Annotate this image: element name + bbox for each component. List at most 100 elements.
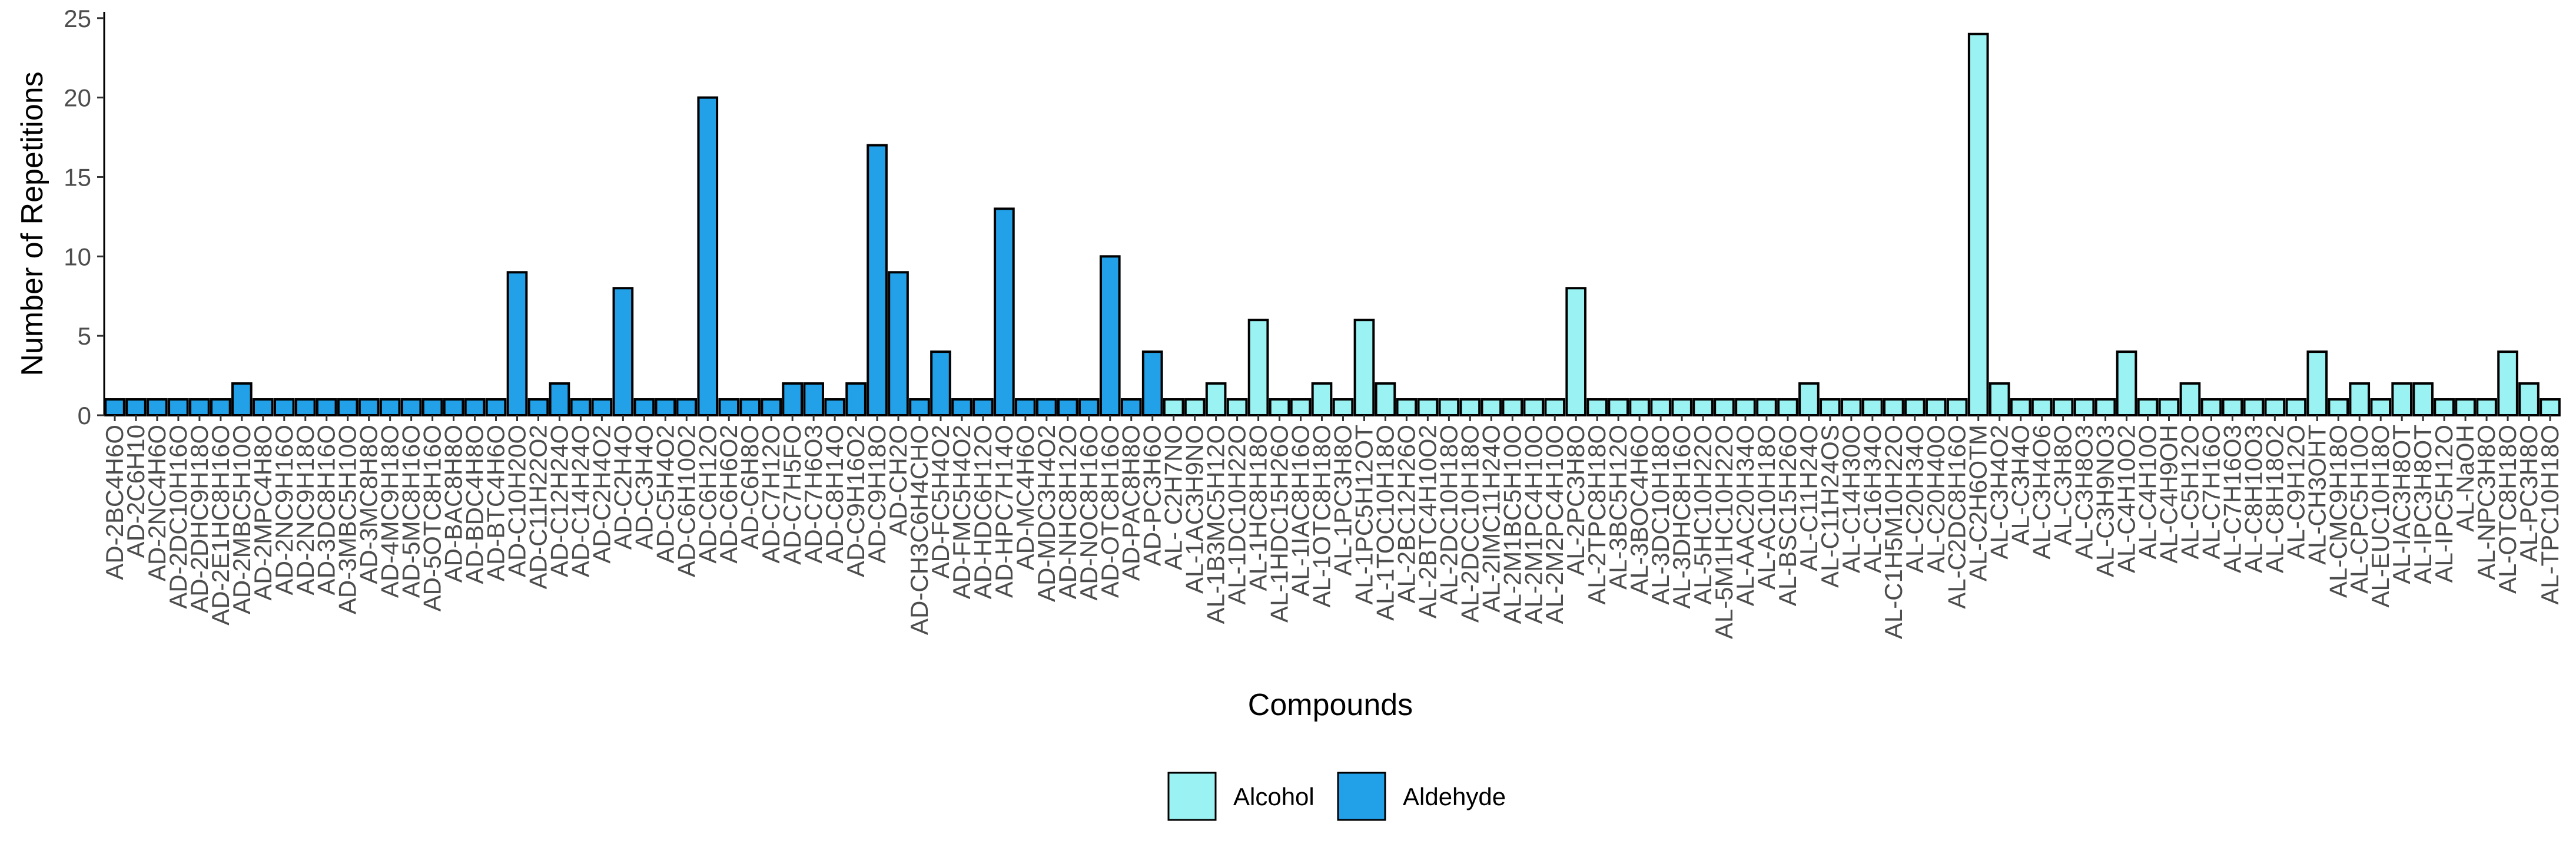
bar-ad-bdc4h8o — [464, 398, 486, 416]
bar-ad-c3h4o — [633, 398, 655, 416]
x-tick-label: AL-C3H9NO3 — [2092, 425, 2119, 577]
x-tick-label: AL-C1H5M10H22O — [1880, 425, 1907, 639]
x-tick-label: AL-C2DC8H16O — [1943, 425, 1971, 609]
x-tick-label: AD-4MC9H18O — [376, 425, 404, 598]
bar-ad-2c6h10 — [125, 398, 147, 416]
bar-al-c16h34o — [1862, 398, 1883, 416]
bar-al-1hdc15h26o — [1269, 398, 1290, 416]
x-tick-label: AL-1DC10H22O — [1223, 425, 1251, 605]
legend-swatch-alcohol — [1167, 772, 1217, 821]
bar-ad-3mc8h8o — [358, 398, 380, 416]
x-tick-label: AD-2NC9H16O — [270, 425, 298, 595]
x-tick-label: AD-MC4H6O — [1011, 425, 1039, 570]
bar-al-pc3h8o — [2518, 382, 2540, 416]
bar-al-c3h8o3 — [2073, 398, 2095, 416]
bar-al-bsc15h26o — [1777, 398, 1798, 416]
x-tick-label: AL-C3H4O6 — [2028, 425, 2056, 560]
legend: Alcohol Aldehyde — [1167, 772, 1506, 821]
x-tick-label: AD-C8H14O — [821, 425, 848, 564]
x-tick-label: AD-HPC7H14O — [990, 425, 1018, 598]
bar-ad-c9h18o — [867, 144, 888, 416]
bar-al-c3h4o2 — [1989, 382, 2010, 416]
x-tick-label: AD-2DC10H16O — [164, 425, 192, 609]
x-tick-label: AD-C2H4O — [609, 425, 636, 550]
x-tick-label: AL-C3H8O3 — [2070, 425, 2098, 560]
x-tick-label: AL-CMC9H18O — [2324, 425, 2352, 598]
x-tick-label: AL-C3H8O — [2049, 425, 2077, 545]
bar-ad-c6h6o2 — [718, 398, 740, 416]
x-tick-label: AL-1HDC15H26O — [1266, 425, 1293, 623]
x-tick-label: AD-C6H12O — [693, 425, 721, 564]
bar-ad-c2h4o2 — [591, 398, 613, 416]
bar-al-c3h9no3 — [2094, 398, 2116, 416]
bar-al-ac10h18o — [1756, 398, 1777, 416]
x-tick-label: AD-C12H24O — [545, 425, 573, 577]
x-tick-label: AD-C7H5FO — [778, 425, 806, 565]
bar-al-5m1hc10h22o — [1714, 398, 1735, 416]
x-tick-label: AL-1HC8H18O — [1244, 425, 1272, 591]
x-tick-label: AL-5M1HC10H22O — [1710, 425, 1738, 639]
bar-al-naoh — [2455, 398, 2476, 416]
bar-ad-4mc9h18o — [379, 398, 401, 416]
bar-al-c14h30o — [1841, 398, 1862, 416]
x-tick-label: AL-C5H12O — [2176, 425, 2203, 560]
x-tick-label: AD-C7H6O3 — [799, 425, 827, 564]
bar-ad-c8h14o — [824, 398, 845, 416]
bar-ad-hdc6h12o — [972, 398, 994, 416]
x-tick-label: AD-NHC8H12O — [1054, 425, 1081, 599]
legend-swatch-aldehyde — [1337, 772, 1386, 821]
x-tick-label: AD-FC5H4O2 — [927, 425, 954, 578]
bar-ad-c9h16o2 — [845, 382, 867, 416]
x-tick-label: AL-3BC5H12O — [1604, 425, 1632, 590]
bar-al-cmc9h18o — [2328, 398, 2349, 416]
x-tick-label: AD-3DC8H16O — [313, 425, 340, 595]
x-tick-label: AL-C9H12O — [2282, 425, 2309, 560]
bar-ad-c2h4o — [612, 287, 634, 417]
bar-al-c7h16o3 — [2222, 398, 2243, 416]
bar-al-1toc10h18o — [1375, 382, 1396, 416]
x-tick-label: AD-3MC8H8O — [355, 425, 383, 584]
bar-ad-hpc7h14o — [994, 207, 1015, 416]
bar-ad-ch2o — [888, 271, 909, 417]
bar-al-c20h34o — [1904, 398, 1926, 416]
bar-al-1ac3h9no — [1184, 398, 1206, 416]
bar-al-1otc8h18o — [1311, 382, 1333, 416]
bar-al-ch3oht — [2306, 350, 2328, 416]
bar-ad-c5h4o2 — [655, 398, 676, 416]
bar-al-1b3mc5h12o — [1205, 382, 1227, 416]
x-tick-label: AL-1B3MC5H12O — [1202, 425, 1230, 624]
x-tick-label: AL-2M1BC5H10O — [1498, 425, 1526, 624]
x-tick-label: AL-2M2PC4H10O — [1541, 425, 1568, 624]
bar-al-c4h10o — [2137, 398, 2159, 416]
bar-al-2pc3h8o — [1565, 287, 1587, 417]
x-tick-label: AD-BAC8H8O — [440, 425, 467, 583]
x-tick-label: AD-2BC4H6O — [101, 425, 128, 580]
x-tick-label: AD-PC3H6O — [1138, 425, 1166, 566]
x-tick-label: AL-C8H10O3 — [2239, 425, 2267, 573]
bar-ad-2e1hc8h16o — [210, 398, 231, 416]
bar-ad-c7h12o — [761, 398, 782, 416]
x-tick-label: AL-PC3H8O — [2515, 425, 2542, 562]
bar-ad-pc3h6o — [1141, 350, 1163, 416]
bar-al-2m1bc5h10o — [1502, 398, 1523, 416]
x-tick-label: AL-2BTC4H10O2 — [1413, 425, 1441, 618]
x-tick-label: AD-2MBC5H10O — [228, 425, 255, 614]
bar-al-npc3h8o — [2476, 398, 2497, 416]
x-tick-label: AL-3DHC8H16O — [1668, 425, 1695, 609]
bar-al-1iac8h16o — [1290, 398, 1312, 416]
bar-ad-5otc8h16o — [421, 398, 443, 416]
bar-ad-mdc3h4o2 — [1036, 398, 1057, 416]
bar-ad-bac8h8o — [443, 398, 464, 416]
x-tick-label: AL-CH3OHT — [2303, 425, 2331, 565]
bar-al-tpc10h18o — [2540, 398, 2561, 416]
bar-al-c2h6otm — [1967, 32, 1989, 416]
x-tick-label: AL-C3H4O — [2007, 425, 2034, 545]
x-tick-label: AL-2PC3H8O — [1562, 425, 1589, 576]
bar-ad-c7h6o3 — [803, 382, 824, 416]
x-tick-label: AL-C16H34O — [1858, 425, 1886, 573]
bar-al-2tpc8h18o — [1586, 398, 1608, 416]
bar-al-2m2pc4h10o — [1544, 398, 1566, 416]
x-tick-label: AL-1IAC8H16O — [1287, 425, 1314, 597]
x-tick-label: AD-C11H22O2 — [524, 425, 552, 589]
